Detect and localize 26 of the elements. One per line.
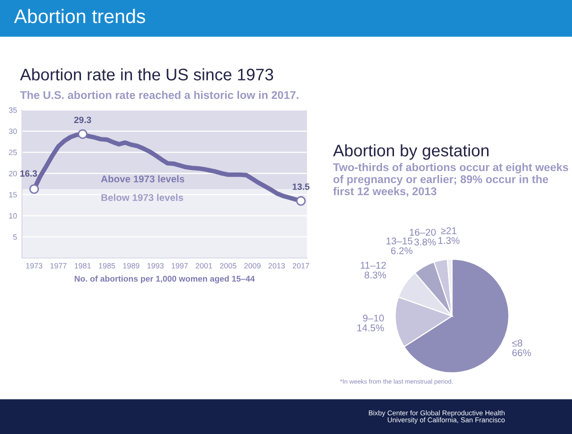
point — [296, 196, 306, 206]
data-label: 66% — [512, 349, 531, 356]
band-label: Below 1973 levels — [101, 194, 184, 201]
data-label: 3.8% — [414, 238, 436, 246]
annotation: 16.3 — [20, 170, 38, 177]
chart-subtitle: The U.S. abortion rate reached a historic low in 2017. — [20, 90, 298, 99]
data-label: 6.2% — [391, 247, 412, 254]
data-label: 14.5% — [357, 324, 384, 332]
annotation: 29.3 — [74, 116, 92, 124]
slice-label: 13–15 — [386, 238, 412, 244]
band-label: Above 1973 levels — [101, 175, 184, 182]
chart-subtitle: Two-thirds of abortions occur at eight weeks of pregnancy or earlier; 89% occur in the first 12 weeks, 2013 — [333, 163, 568, 197]
x-axis-title: No. of abortions per 1,000 women aged 15–44 — [74, 276, 255, 284]
data-label: 1.3% — [438, 237, 460, 244]
point — [29, 184, 39, 194]
chart-title: Abortion rate in the US since 1973 — [20, 68, 274, 80]
data-label: 8.3% — [364, 272, 386, 278]
chart-title: Abortion by gestation — [333, 144, 488, 160]
slice-label: 16–20 — [410, 228, 436, 236]
annotation: 13.5 — [292, 184, 310, 190]
slice-label: ≤8 — [512, 340, 522, 346]
point — [78, 129, 88, 139]
slice-label: 9–10 — [363, 314, 384, 322]
slice-label: ≥21 — [440, 227, 456, 234]
slice-label: 11–12 — [360, 262, 386, 269]
text: Abortion trends — [14, 8, 146, 24]
